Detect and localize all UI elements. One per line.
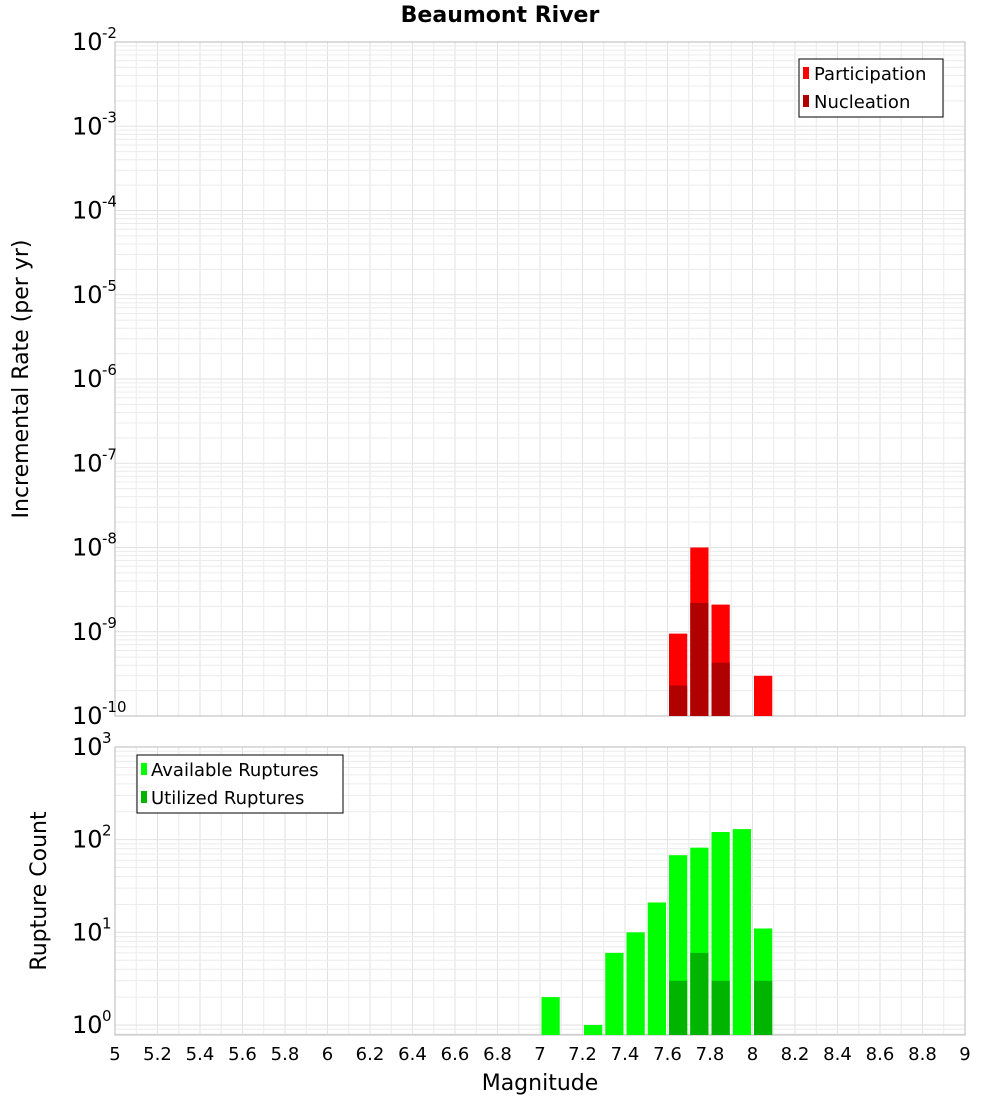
bottom-legend-box bbox=[136, 754, 344, 814]
y-tick-exponent: 3 bbox=[102, 729, 112, 747]
top-plot-area bbox=[114, 41, 966, 717]
bottom-y-axis-label: Rupture Count bbox=[27, 811, 52, 971]
y-tick-base: 10 bbox=[72, 449, 103, 477]
top-bars bbox=[669, 547, 773, 716]
y-tick-base: 10 bbox=[72, 618, 103, 646]
bar-available-ruptures bbox=[732, 829, 751, 1035]
legend-swatch-available bbox=[141, 763, 147, 775]
x-tick-label: 5.8 bbox=[271, 1044, 300, 1065]
y-tick-label: 10 3 bbox=[72, 729, 112, 761]
legend-swatch-participation bbox=[803, 67, 809, 79]
y-tick-label: 10 -10 bbox=[72, 698, 127, 730]
bar-nucleation bbox=[669, 685, 688, 716]
x-tick-label: 8.2 bbox=[781, 1044, 810, 1065]
y-tick-base: 10 bbox=[72, 281, 103, 309]
legend-swatch-utilized bbox=[141, 791, 147, 803]
x-tick-label: 5.2 bbox=[143, 1044, 172, 1065]
legend-label-participation: Participation bbox=[814, 64, 926, 85]
y-tick-exponent: 1 bbox=[102, 914, 112, 932]
x-tick-label: 9 bbox=[959, 1044, 970, 1065]
bar-nucleation bbox=[690, 602, 709, 716]
x-tick-label: 8.8 bbox=[908, 1044, 937, 1065]
x-tick-label: 5.6 bbox=[228, 1044, 257, 1065]
bar-utilized-ruptures bbox=[669, 980, 688, 1035]
x-tick-label: 6.8 bbox=[483, 1044, 512, 1065]
top-legend-box bbox=[798, 58, 944, 118]
bar-available-ruptures bbox=[541, 997, 560, 1035]
top-legend: Participation Nucleation bbox=[798, 58, 944, 118]
y-tick-label: 10 0 bbox=[72, 1007, 112, 1039]
x-tick-label: 7.6 bbox=[653, 1044, 682, 1065]
y-tick-exponent: 2 bbox=[102, 822, 112, 840]
y-tick-base: 10 bbox=[72, 112, 103, 140]
x-tick-label: 6.4 bbox=[398, 1044, 427, 1065]
x-tick-label: 5.4 bbox=[186, 1044, 215, 1065]
legend-label-nucleation: Nucleation bbox=[814, 92, 910, 113]
bottom-bars bbox=[541, 829, 773, 1035]
x-tick-label: 7 bbox=[534, 1044, 545, 1065]
bar-available-ruptures bbox=[626, 932, 645, 1035]
bar-utilized-ruptures bbox=[690, 952, 709, 1035]
y-tick-exponent: -8 bbox=[102, 530, 117, 548]
y-tick-exponent: -9 bbox=[102, 614, 117, 632]
x-tick-label: 7.4 bbox=[611, 1044, 640, 1065]
bar-participation bbox=[754, 675, 773, 716]
y-tick-exponent: -6 bbox=[102, 361, 117, 379]
x-tick-label: 5 bbox=[109, 1044, 120, 1065]
y-tick-base: 10 bbox=[72, 918, 103, 946]
y-tick-exponent: -2 bbox=[102, 24, 117, 42]
y-tick-label: 10 -7 bbox=[72, 445, 117, 477]
bottom-plot-area bbox=[114, 746, 966, 1036]
x-tick-label: 6.6 bbox=[441, 1044, 470, 1065]
bottom-legend: Available Ruptures Utilized Ruptures bbox=[136, 754, 344, 814]
y-tick-label: 10 2 bbox=[72, 822, 112, 854]
legend-label-utilized: Utilized Ruptures bbox=[151, 788, 304, 809]
bar-nucleation bbox=[711, 662, 730, 716]
y-tick-label: 10 -6 bbox=[72, 361, 117, 393]
y-tick-exponent: -7 bbox=[102, 445, 117, 463]
x-tick-label: 7.8 bbox=[696, 1044, 725, 1065]
top-y-axis-label: Incremental Rate (per yr) bbox=[9, 240, 34, 519]
bar-available-ruptures bbox=[647, 902, 666, 1035]
x-tick-label: 6.2 bbox=[356, 1044, 385, 1065]
y-tick-label: 10 -5 bbox=[72, 277, 117, 309]
x-axis-label: Magnitude bbox=[482, 1071, 599, 1096]
x-tick-label: 8 bbox=[747, 1044, 758, 1065]
y-tick-label: 10 -2 bbox=[72, 24, 117, 56]
y-tick-label: 10 -9 bbox=[72, 614, 117, 646]
y-tick-label: 10 -8 bbox=[72, 530, 117, 562]
chart-title: Beaumont River bbox=[401, 3, 600, 28]
y-tick-base: 10 bbox=[72, 534, 103, 562]
y-tick-base: 10 bbox=[72, 365, 103, 393]
x-tick-label: 6 bbox=[322, 1044, 333, 1065]
x-axis: 5 5.2 5.4 5.6 5.8 6 6.2 6.4 6.6 6.8 7 7.2 7.4 7.6 7.8 8… bbox=[109, 1044, 970, 1065]
bar-utilized-ruptures bbox=[754, 980, 773, 1035]
y-tick-exponent: -4 bbox=[102, 193, 117, 211]
y-tick-base: 10 bbox=[72, 1011, 103, 1039]
x-tick-label: 8.4 bbox=[823, 1044, 852, 1065]
y-tick-exponent: -10 bbox=[102, 698, 127, 716]
x-tick-label: 7.2 bbox=[568, 1044, 597, 1065]
y-tick-exponent: -3 bbox=[102, 108, 117, 126]
x-tick-label: 8.6 bbox=[866, 1044, 895, 1065]
y-tick-label: 10 1 bbox=[72, 914, 112, 946]
y-tick-label: 10 -4 bbox=[72, 193, 117, 225]
y-tick-base: 10 bbox=[72, 826, 103, 854]
y-tick-base: 10 bbox=[72, 197, 103, 225]
bar-available-ruptures bbox=[584, 1025, 603, 1035]
y-tick-label: 10 -3 bbox=[72, 108, 117, 140]
legend-label-available: Available Ruptures bbox=[151, 760, 319, 781]
y-tick-base: 10 bbox=[72, 702, 103, 730]
legend-swatch-nucleation bbox=[803, 95, 809, 107]
top-plot-grid bbox=[114, 41, 966, 717]
y-tick-exponent: -5 bbox=[102, 277, 117, 295]
y-tick-base: 10 bbox=[72, 28, 103, 56]
bar-available-ruptures bbox=[605, 952, 624, 1035]
bar-utilized-ruptures bbox=[711, 980, 730, 1035]
y-tick-base: 10 bbox=[72, 733, 103, 761]
y-tick-exponent: 0 bbox=[102, 1007, 112, 1025]
